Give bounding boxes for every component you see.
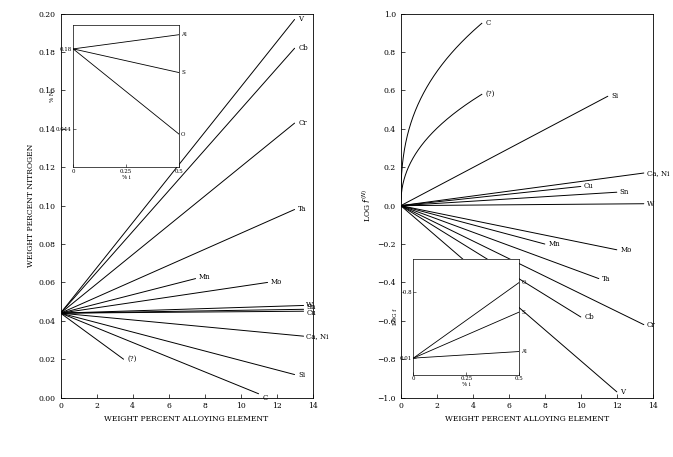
Text: C: C <box>485 19 491 27</box>
X-axis label: WEIGHT PERCENT ALLOYING ELEMENT: WEIGHT PERCENT ALLOYING ELEMENT <box>104 414 269 423</box>
Text: Cr: Cr <box>298 119 307 127</box>
Text: V: V <box>621 388 625 396</box>
Y-axis label: WEIGHT PERCENT NITROGEN: WEIGHT PERCENT NITROGEN <box>26 144 34 267</box>
Text: Cu: Cu <box>306 309 316 317</box>
Text: Mo: Mo <box>621 246 632 254</box>
Text: Sn: Sn <box>306 303 316 311</box>
Text: Cb: Cb <box>584 313 594 321</box>
Text: Cb: Cb <box>298 44 308 52</box>
X-axis label: WEIGHT PERCENT ALLOYING ELEMENT: WEIGHT PERCENT ALLOYING ELEMENT <box>445 414 609 423</box>
Text: Sn: Sn <box>620 188 629 196</box>
Text: Mo: Mo <box>271 278 283 287</box>
Text: Cr: Cr <box>647 321 655 329</box>
Text: Ta: Ta <box>298 206 307 213</box>
Text: Si: Si <box>611 92 618 100</box>
Text: C: C <box>262 393 267 402</box>
Text: Ca, Ni: Ca, Ni <box>306 332 328 340</box>
Text: V: V <box>298 16 303 23</box>
Text: W: W <box>647 200 653 208</box>
Text: Cu: Cu <box>583 182 594 191</box>
Text: Ta: Ta <box>602 275 611 282</box>
Y-axis label: LOG $f^{(N)}$: LOG $f^{(N)}$ <box>361 189 374 222</box>
Text: Mn: Mn <box>548 240 560 248</box>
Text: Mn: Mn <box>199 273 211 281</box>
Text: Si: Si <box>298 371 306 378</box>
Text: W: W <box>306 302 314 309</box>
Text: (?): (?) <box>127 355 137 363</box>
Text: (?): (?) <box>485 90 495 98</box>
Text: Ca, Ni: Ca, Ni <box>647 169 669 177</box>
